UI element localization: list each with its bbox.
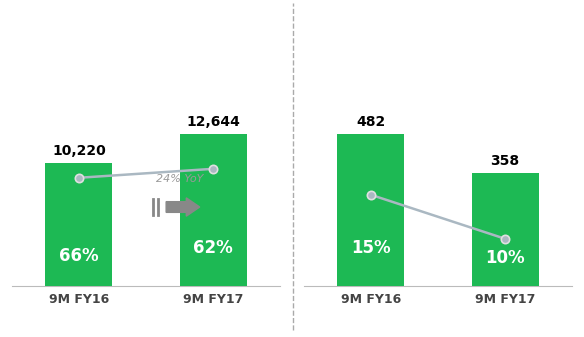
Text: 10%: 10%	[485, 249, 525, 267]
Text: 12,644: 12,644	[186, 115, 240, 129]
Text: 66%: 66%	[59, 247, 99, 265]
Bar	[337, 134, 404, 286]
Text: 15%: 15%	[351, 239, 391, 257]
Text: 62%: 62%	[193, 239, 233, 257]
Text: EBITDA/Margin: EBITDA/Margin	[363, 21, 513, 39]
Bar	[180, 134, 246, 286]
Text: 24% YoY: 24% YoY	[156, 174, 203, 184]
Text: 482: 482	[356, 115, 385, 129]
Bar	[471, 173, 538, 286]
Text: 10,220: 10,220	[52, 144, 106, 158]
Bar	[45, 163, 112, 286]
FancyArrow shape	[166, 198, 200, 216]
Text: Production/Utilization: Production/Utilization	[36, 21, 256, 39]
Text: 358: 358	[491, 154, 520, 168]
